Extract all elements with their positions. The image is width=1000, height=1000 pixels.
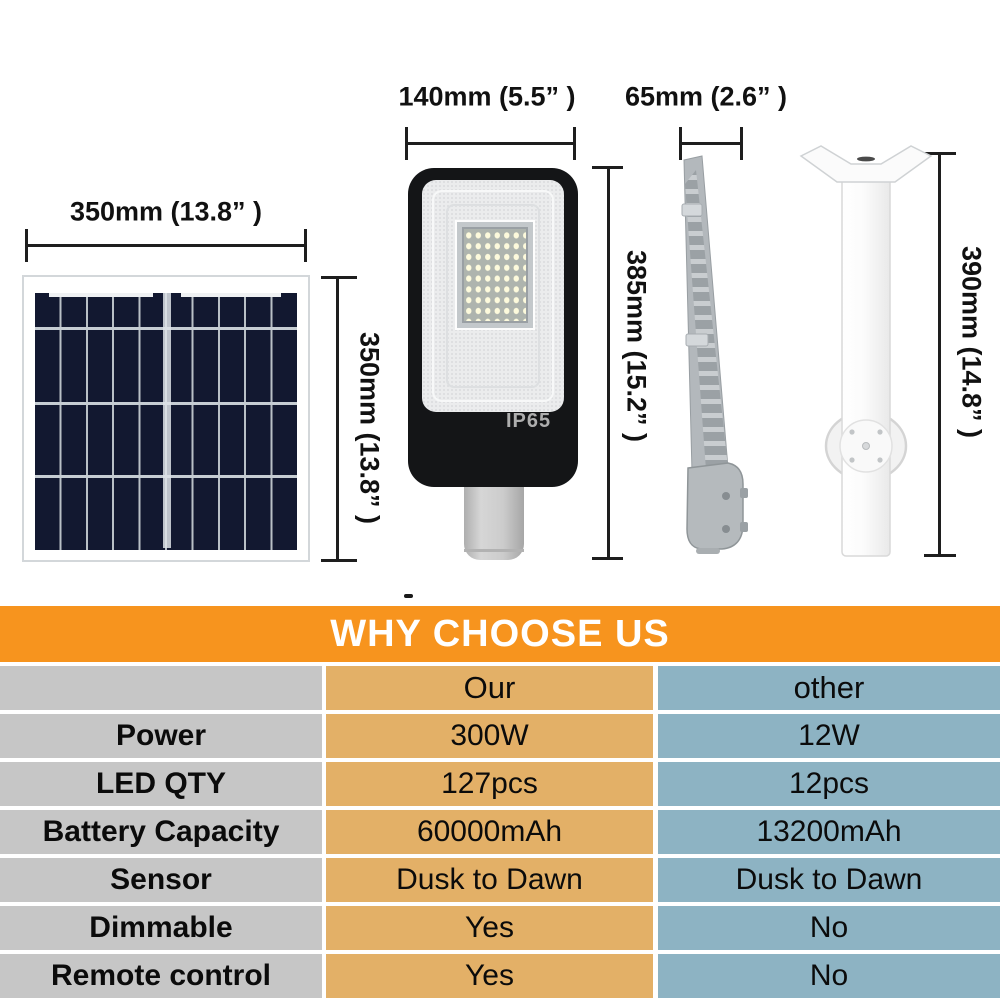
side-width-dim-line xyxy=(679,142,743,145)
side-lamp-bottom-tip xyxy=(696,548,720,554)
lamp-reflector-face xyxy=(422,180,564,412)
side-lamp-bolt xyxy=(722,492,730,500)
solar-height-dim-tick-top xyxy=(321,276,357,279)
pole-clamp-screw xyxy=(877,429,883,435)
side-width-label: 65mm (2.6” ) xyxy=(624,81,788,112)
led-array xyxy=(457,222,533,328)
pole-tube xyxy=(841,173,891,557)
reflector-ridge xyxy=(446,204,540,388)
side-lamp-bolt xyxy=(722,525,730,533)
solar-panel-image xyxy=(22,275,310,562)
pole-height-dim-tick-bottom xyxy=(924,554,956,557)
lamp-width-label: 140mm (5.5” ) xyxy=(398,81,576,112)
our-value: Yes xyxy=(326,954,653,998)
other-value: No xyxy=(658,906,1000,950)
lamp-width-dim-tick-right xyxy=(573,127,576,160)
solar-panel-busbar xyxy=(181,293,281,297)
side-width-dim-tick-left xyxy=(679,127,682,160)
mounting-pole-image xyxy=(799,145,933,557)
row-label: Dimmable xyxy=(0,906,322,950)
pole-bracket-slot xyxy=(857,156,875,162)
table-row-dimmable: Dimmable Yes No xyxy=(0,906,1000,950)
side-lamp-bolt-stub xyxy=(740,522,748,532)
street-light-front-image: IP65 xyxy=(408,168,578,487)
pole-clamp-screw xyxy=(849,457,855,463)
lamp-height-dim-tick-top xyxy=(592,166,623,169)
header-our-cell: Our xyxy=(326,666,653,710)
lamp-height-dim-line xyxy=(607,166,610,560)
solar-width-dim-tick-left xyxy=(25,229,28,262)
pole-height-label: 390mm (14.8” ) xyxy=(956,245,987,439)
other-value: 13200mAh xyxy=(658,810,1000,854)
lamp-height-label: 385mm (15.2” ) xyxy=(621,249,652,443)
our-value: Yes xyxy=(326,906,653,950)
side-lamp-heatsink-fins xyxy=(685,170,728,470)
row-label: Battery Capacity xyxy=(0,810,322,854)
lamp-stem-rim xyxy=(464,549,524,552)
side-lamp-clip xyxy=(681,203,703,217)
row-label: Power xyxy=(0,714,322,758)
side-lamp-driver-housing xyxy=(686,462,744,550)
pole-clamp-center xyxy=(862,442,870,450)
row-label: Remote control xyxy=(0,954,322,998)
banner-title: WHY CHOOSE US xyxy=(330,612,670,655)
side-lamp-clip xyxy=(685,333,709,347)
table-row-sensor: Sensor Dusk to Dawn Dusk to Dawn xyxy=(0,858,1000,902)
reflector-ridge xyxy=(432,190,554,402)
pole-clamp-screw xyxy=(877,457,883,463)
lamp-width-dim-tick-left xyxy=(405,127,408,160)
header-other-cell: other xyxy=(658,666,1000,710)
our-value: Dusk to Dawn xyxy=(326,858,653,902)
why-choose-us-banner: WHY CHOOSE US xyxy=(0,606,1000,662)
solar-panel-center-gap xyxy=(163,293,171,548)
side-lamp-bolt-stub xyxy=(740,488,748,498)
pole-height-dim-line xyxy=(938,152,941,557)
other-value: 12W xyxy=(658,714,1000,758)
other-value: 12pcs xyxy=(658,762,1000,806)
pole-clamp-screw xyxy=(849,429,855,435)
our-value: 127pcs xyxy=(326,762,653,806)
side-width-dim-tick-right xyxy=(740,127,743,160)
table-row-remote: Remote control Yes No xyxy=(0,954,1000,998)
solar-height-dim-tick-bottom xyxy=(321,559,357,562)
lamp-height-dim-tick-bottom xyxy=(592,557,623,560)
ip-rating-label: IP65 xyxy=(506,410,552,432)
header-blank-cell xyxy=(0,666,322,710)
our-value: 300W xyxy=(326,714,653,758)
table-header-row: Our other xyxy=(0,666,1000,710)
pole-top-bracket xyxy=(799,145,933,183)
lamp-width-dim-line xyxy=(405,142,576,145)
street-light-side-image xyxy=(681,155,748,554)
table-row-led-qty: LED QTY 127pcs 12pcs xyxy=(0,762,1000,806)
table-row-power: Power 300W 12W xyxy=(0,714,1000,758)
stray-dash-mark xyxy=(404,594,413,598)
solar-width-label: 350mm (13.8” ) xyxy=(69,196,263,227)
solar-width-dim-tick-right xyxy=(304,229,307,262)
table-row-battery: Battery Capacity 60000mAh 13200mAh xyxy=(0,810,1000,854)
solar-height-dim-line xyxy=(336,276,339,562)
our-value: 60000mAh xyxy=(326,810,653,854)
row-label: LED QTY xyxy=(0,762,322,806)
other-value: No xyxy=(658,954,1000,998)
comparison-table: Our other Power 300W 12W LED QTY 127pcs … xyxy=(0,666,1000,1000)
pole-height-dim-tick-top xyxy=(924,152,956,155)
solar-height-label: 350mm (13.8” ) xyxy=(354,331,385,525)
solar-width-dim-line xyxy=(25,244,307,247)
other-value: Dusk to Dawn xyxy=(658,858,1000,902)
row-label: Sensor xyxy=(0,858,322,902)
solar-panel-busbar xyxy=(49,293,153,297)
solar-panel-cells xyxy=(35,293,297,550)
